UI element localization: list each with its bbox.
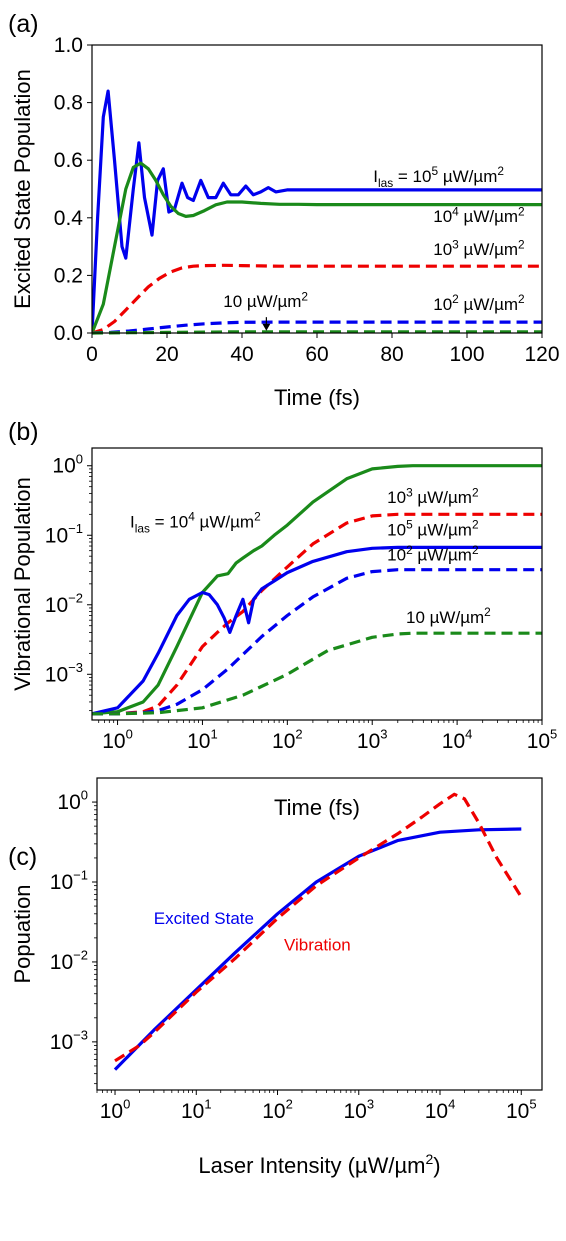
panel-3: (c) 100 101 102 103 104 105 10−3 10−2 10−1 100 Lase… — [8, 777, 543, 1178]
x-tick-label: 60 — [305, 343, 328, 366]
series-line-4 — [92, 568, 542, 716]
x-axis-label: Time (fs) — [274, 385, 360, 410]
series-annotation-2: Vibration — [284, 935, 351, 954]
panel-2: (b) 100 101 102 103 104 105 10−3 10−2 10−1 100 Time… — [8, 418, 557, 820]
y-axis-label: Vibrational Population — [10, 477, 35, 691]
y-tick-label: 10−3 — [45, 660, 83, 686]
x-tick-label: 104 — [442, 727, 473, 753]
series-annotation-1: Ilas = 104 µW/µm2 — [130, 510, 261, 536]
y-tick-label: 10−2 — [50, 947, 88, 973]
y-axis-label: Popuation — [10, 884, 35, 983]
series-group — [92, 89, 542, 335]
y-tick-label: 10−3 — [50, 1027, 88, 1053]
panel-1: (a) 0 20 40 60 80 100 120 0.0 0.2 0.4 0.6 0.8 1.0 Time… — [8, 10, 560, 410]
series-line-3 — [92, 263, 542, 335]
series-annotation-1: Ilas = 105 µW/µm2 — [373, 164, 504, 190]
y-tick-label: 0.8 — [54, 92, 83, 115]
series-line-2 — [92, 161, 542, 334]
x-axis-label: Laser Intensity (µW/µm2) — [198, 1151, 440, 1178]
series-group — [92, 464, 542, 716]
panel-label: (b) — [8, 418, 39, 446]
series-line-4 — [92, 320, 542, 335]
x-tick-label: 105 — [506, 1097, 537, 1123]
x-tick-label: 103 — [357, 727, 388, 753]
y-tick-label: 0.6 — [54, 149, 83, 172]
y-tick-label: 10−1 — [45, 521, 83, 547]
x-tick-label: 104 — [425, 1097, 456, 1123]
x-tick-label: 102 — [262, 1097, 293, 1123]
x-tick-label: 100 — [102, 727, 133, 753]
series-group — [113, 792, 523, 1071]
x-tick-label: 101 — [181, 1097, 212, 1123]
x-tick-label: 20 — [155, 343, 178, 366]
series-line-5 — [92, 631, 542, 716]
series-line-2 — [114, 792, 523, 1063]
series-line-1 — [92, 89, 542, 334]
series-annotation-4: 102 µW/µm2 — [433, 292, 525, 314]
y-tick-label: 0.2 — [54, 264, 83, 287]
series-line-5 — [92, 330, 542, 335]
series-line-1 — [92, 464, 542, 716]
series-annotation-3: 105 µW/µm2 — [387, 517, 479, 539]
series-line-3 — [92, 545, 542, 716]
series-annotation-2: 104 µW/µm2 — [433, 204, 525, 226]
series-annotation-4: 102 µW/µm2 — [387, 543, 479, 565]
x-tick-label: 103 — [343, 1097, 374, 1123]
y-tick-label: 1.0 — [54, 34, 83, 57]
x-tick-label: 80 — [380, 343, 403, 366]
x-tick-label: 120 — [524, 343, 559, 366]
panel-label: (c) — [8, 843, 37, 871]
y-axis-label: Excited State Population — [10, 69, 35, 309]
x-tick-label: 100 — [100, 1097, 131, 1123]
series-annotation-3: 103 µW/µm2 — [433, 237, 525, 259]
series-annotation-2: 103 µW/µm2 — [387, 485, 479, 507]
x-tick-label: 0 — [86, 343, 98, 366]
series-annotation-5: 10 µW/µm2 — [406, 605, 491, 627]
series-annotation-5: 10 µW/µm2 — [223, 289, 308, 311]
y-tick-label: 10−1 — [50, 868, 88, 894]
y-tick-label: 0.0 — [54, 322, 83, 345]
y-tick-label: 100 — [52, 451, 83, 477]
x-axis-label: Time (fs) — [274, 795, 360, 820]
x-tick-label: 40 — [230, 343, 253, 366]
arrow-head — [262, 323, 271, 331]
y-tick-label: 0.4 — [54, 207, 84, 230]
x-tick-label: 100 — [449, 343, 484, 366]
series-line-1 — [113, 827, 522, 1071]
y-tick-label: 10−2 — [45, 590, 83, 616]
panel-label: (a) — [8, 10, 39, 38]
x-tick-label: 101 — [187, 727, 218, 753]
plot-frame — [96, 777, 543, 1091]
series-annotation-1: Excited State — [154, 909, 254, 928]
x-tick-label: 105 — [527, 727, 558, 753]
x-tick-label: 102 — [272, 727, 303, 753]
y-tick-label: 100 — [57, 788, 88, 814]
